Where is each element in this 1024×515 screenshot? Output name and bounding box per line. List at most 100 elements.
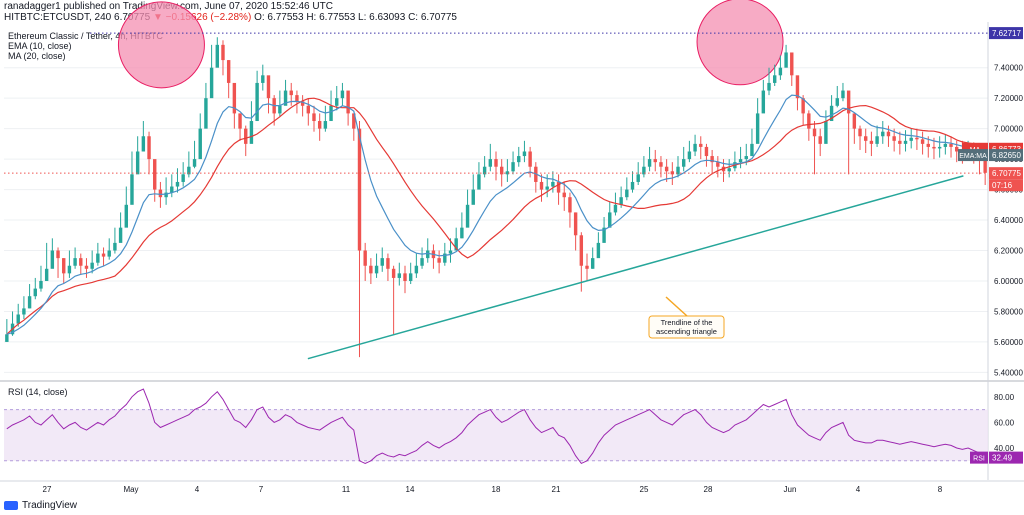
candle <box>27 284 32 309</box>
candle-body <box>505 171 510 175</box>
candle-body <box>841 90 845 99</box>
candle <box>414 253 419 278</box>
ema-legend[interactable]: EMA (10, close) <box>8 41 72 51</box>
candle <box>630 171 635 193</box>
candle <box>312 105 316 132</box>
candle-body <box>295 95 299 102</box>
candle <box>784 44 788 68</box>
candle <box>16 303 20 327</box>
candle <box>255 70 259 122</box>
candle <box>590 247 595 269</box>
rsi-tag: RSI <box>973 456 985 463</box>
chart-title: Ethereum Classic / Tether, 4h, HITBTC <box>8 31 163 41</box>
candle-body <box>681 159 686 167</box>
candle <box>539 174 544 202</box>
candle-body <box>107 250 111 257</box>
candle-body <box>187 166 191 175</box>
candle <box>84 258 89 278</box>
candle-body <box>761 90 766 114</box>
candle-body <box>465 204 470 228</box>
candle <box>238 113 242 141</box>
candle <box>397 262 402 286</box>
rsi-value-label-text: 32.49 <box>992 454 1013 463</box>
candle-body <box>346 90 350 114</box>
candle <box>335 85 339 111</box>
candle-body <box>118 227 123 243</box>
candle <box>107 238 111 260</box>
candle-body <box>795 75 800 99</box>
footer: TradingView <box>4 500 77 511</box>
candle <box>608 201 612 228</box>
candle <box>340 82 345 106</box>
candle <box>209 44 214 99</box>
candle-body <box>386 258 390 269</box>
candle-body <box>181 174 185 182</box>
candle <box>761 79 766 114</box>
symbol-name[interactable]: HITBTC:ETCUSDT, 240 <box>4 12 112 23</box>
candle <box>494 151 498 181</box>
candle <box>664 159 669 182</box>
candle-body <box>778 67 783 76</box>
candle <box>283 79 288 106</box>
ma-legend[interactable]: MA (20, close) <box>8 51 66 61</box>
candle-body <box>369 265 373 274</box>
candle-body <box>528 151 532 167</box>
candle <box>482 156 487 178</box>
candle <box>369 258 373 285</box>
candle-body <box>408 273 413 281</box>
candle <box>517 146 521 167</box>
candle-body <box>653 159 657 163</box>
candle <box>949 136 953 158</box>
candle-body <box>892 136 896 141</box>
candle-body <box>67 265 72 274</box>
candle <box>244 125 248 157</box>
candle <box>755 98 760 144</box>
candle-body <box>374 265 379 274</box>
candle <box>767 67 771 96</box>
time-tick: 4 <box>195 485 200 494</box>
candle-body <box>590 258 595 269</box>
ma-line <box>6 97 986 335</box>
time-tick: 7 <box>259 485 264 494</box>
candle-body <box>226 60 231 83</box>
candle-body <box>357 128 362 251</box>
candle <box>710 149 714 175</box>
candle <box>488 143 493 172</box>
candle-body <box>306 105 311 114</box>
candle-body <box>5 334 9 342</box>
candle <box>613 192 618 216</box>
candle <box>153 159 157 202</box>
countdown-label-bg <box>989 179 1023 192</box>
candle-body <box>164 192 168 198</box>
price-tick: 6.40000 <box>994 216 1023 225</box>
candle-body <box>539 181 544 190</box>
candle-body <box>920 139 925 144</box>
candle <box>39 265 43 292</box>
candle-body <box>215 44 220 68</box>
candle-body <box>397 273 402 278</box>
candle <box>681 146 686 172</box>
ema-value-label: 6.82650 <box>989 149 1023 162</box>
candle <box>96 242 100 266</box>
candle-body <box>727 168 731 172</box>
last-price-label-text: 6.70775 <box>992 169 1021 178</box>
candle <box>204 82 208 129</box>
candle <box>352 113 356 141</box>
candle-body <box>619 197 623 205</box>
candle-body <box>335 98 339 106</box>
grid <box>0 22 1024 480</box>
candle-body <box>317 121 322 129</box>
candle-body <box>261 75 265 83</box>
candle <box>5 319 9 342</box>
candle <box>192 140 197 169</box>
candle-body <box>289 90 293 96</box>
candle <box>460 212 464 239</box>
candle <box>22 296 26 320</box>
candle-body <box>602 227 606 243</box>
candle-body <box>50 250 55 269</box>
annotation-text-line2: ascending triangle <box>656 327 717 336</box>
price-tick: 6.20000 <box>994 247 1023 256</box>
candle <box>636 162 640 186</box>
candle-body <box>955 146 959 152</box>
